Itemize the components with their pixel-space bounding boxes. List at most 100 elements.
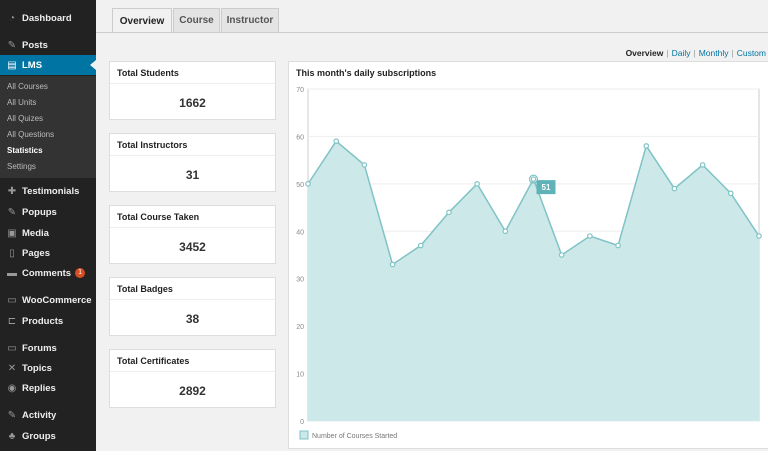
active-menu-arrow — [90, 60, 96, 70]
pin-icon: ✎ — [7, 206, 17, 218]
menu-item-popups[interactable]: ✎ Popups — [0, 202, 96, 222]
data-point — [558, 252, 565, 258]
tooltip-box — [536, 180, 556, 195]
stat-card-title: Total Badges — [117, 284, 173, 294]
menu-item-label: Groups — [22, 430, 56, 442]
y-tick-label: 20 — [296, 324, 304, 331]
subnav-monthly[interactable]: Monthly — [698, 48, 729, 58]
menu-item-posts[interactable]: ✎ Posts — [0, 35, 96, 55]
menu-item-label: Popups — [22, 206, 57, 218]
y-tick-label: 50 — [296, 182, 304, 189]
media-icon: ▣ — [7, 227, 17, 239]
submenu-item-all-units[interactable]: All Units — [7, 98, 37, 107]
stat-card-divider — [110, 227, 275, 228]
admin-sidebar: ◔ Dashboard ✎ Posts ▤ LMS ✚ Testimonials ✎ Popups… — [0, 0, 96, 451]
topics-icon: ✕ — [7, 362, 17, 374]
menu-item-pages[interactable]: ▯ Pages — [0, 243, 96, 263]
highlighted-point — [528, 174, 539, 184]
data-point — [643, 143, 650, 149]
lms-submenu: All Courses All Units All Quizes All Questi… — [0, 76, 96, 178]
menu-item-groups[interactable]: ♣ Groups — [0, 426, 96, 446]
plus-icon: ✚ — [7, 185, 17, 197]
stat-card-value: 31 — [185, 168, 200, 182]
groups-icon: ♣ — [8, 430, 16, 442]
stat-card-total-instructors: Total Instructors 31 — [109, 133, 276, 192]
data-point — [671, 185, 678, 192]
menu-item-label: Testimonials — [22, 185, 80, 197]
stat-card-total-students: Total Students 1662 — [109, 61, 276, 120]
tabs-divider — [96, 32, 768, 33]
replies-icon: ◉ — [7, 382, 17, 394]
stat-card-value: 38 — [185, 312, 200, 326]
y-tick-label: 0 — [300, 419, 304, 426]
menu-item-activity[interactable]: ✎ Activity — [0, 405, 96, 425]
submenu-item-all-courses[interactable]: All Courses — [7, 82, 48, 91]
stat-card-title: Total Certificates — [117, 356, 190, 366]
stat-card-title: Total Course Taken — [117, 212, 200, 222]
menu-item-forums[interactable]: ▭ Forums — [0, 338, 96, 358]
menu-item-label: Comments — [22, 267, 72, 279]
menu-item-label: Topics — [22, 362, 52, 374]
data-point — [474, 181, 480, 187]
cart-icon: ⊏ — [7, 315, 17, 327]
menu-item-dashboard[interactable]: ◔ Dashboard — [0, 8, 96, 28]
tab-overview[interactable]: Overview — [112, 8, 172, 33]
menu-item-label: WooCommerce — [22, 294, 92, 306]
menu-item-label: Forums — [22, 342, 57, 354]
menu-item-media[interactable]: ▣ Media — [0, 223, 96, 243]
stat-card-divider — [110, 155, 275, 156]
stat-card-title: Total Students — [117, 68, 179, 78]
submenu-item-settings[interactable]: Settings — [7, 162, 36, 171]
subnav-overview[interactable]: Overview — [625, 48, 664, 58]
stat-card-value: 2892 — [179, 384, 206, 398]
tooltip-label: 51 — [542, 183, 551, 192]
dashboard-icon: ◔ — [8, 12, 16, 24]
menu-item-testimonials[interactable]: ✚ Testimonials — [0, 181, 96, 201]
y-tick-label: 70 — [296, 87, 304, 94]
menu-item-label: Replies — [22, 382, 56, 394]
submenu-item-all-quizes[interactable]: All Quizes — [7, 114, 44, 123]
comment-count-badge: 1 — [75, 268, 86, 278]
submenu-item-all-questions[interactable]: All Questions — [7, 130, 55, 139]
woocommerce-icon: ▭ — [7, 294, 17, 306]
menu-item-label: Activity — [22, 409, 57, 421]
data-point — [502, 228, 509, 235]
comment-icon: ▬ — [7, 267, 17, 279]
menu-item-label: LMS — [22, 59, 43, 71]
activity-icon: ✎ — [7, 409, 17, 421]
stat-card-value: 3452 — [179, 240, 206, 254]
data-point — [446, 209, 452, 216]
pin-icon: ✎ — [7, 39, 17, 51]
data-point — [587, 233, 593, 239]
menu-item-woocommerce[interactable]: ▭ WooCommerce — [0, 290, 96, 310]
tab-course[interactable]: Course — [173, 8, 220, 32]
stat-card-total-course-taken: Total Course Taken 3452 — [109, 205, 276, 264]
subnav-separator: | — [666, 48, 669, 58]
menu-item-replies[interactable]: ◉ Replies — [0, 378, 96, 398]
menu-item-label: Pages — [22, 247, 50, 259]
data-point — [728, 190, 734, 197]
legend-swatch — [299, 430, 309, 440]
forums-icon: ▭ — [7, 342, 17, 354]
subnav-separator: | — [693, 48, 696, 58]
pages-icon: ▯ — [9, 247, 15, 259]
submenu-item-statistics[interactable]: Statistics — [7, 146, 43, 155]
tab-instructor[interactable]: Instructor — [221, 8, 279, 32]
data-point — [530, 176, 537, 182]
menu-item-label: Products — [22, 315, 64, 327]
subnav-custom[interactable]: Custom — [736, 48, 766, 58]
stat-card-value: 1662 — [179, 96, 206, 110]
menu-item-label: Dashboard — [22, 12, 72, 24]
menu-item-comments[interactable]: ▬ Comments 1 — [0, 263, 96, 283]
legend-label: Number of Courses Started — [312, 433, 397, 440]
menu-item-lms[interactable]: ▤ LMS — [0, 55, 96, 75]
data-point — [305, 181, 311, 187]
menu-item-label: Media — [22, 227, 49, 239]
stat-card-total-certificates: Total Certificates 2892 — [109, 349, 276, 408]
subnav-daily[interactable]: Daily — [671, 48, 691, 58]
menu-item-label: Posts — [22, 39, 48, 51]
menu-item-products[interactable]: ⊏ Products — [0, 311, 96, 331]
y-tick-label: 60 — [296, 134, 304, 141]
stat-card-divider — [110, 299, 275, 300]
menu-item-topics[interactable]: ✕ Topics — [0, 358, 96, 378]
